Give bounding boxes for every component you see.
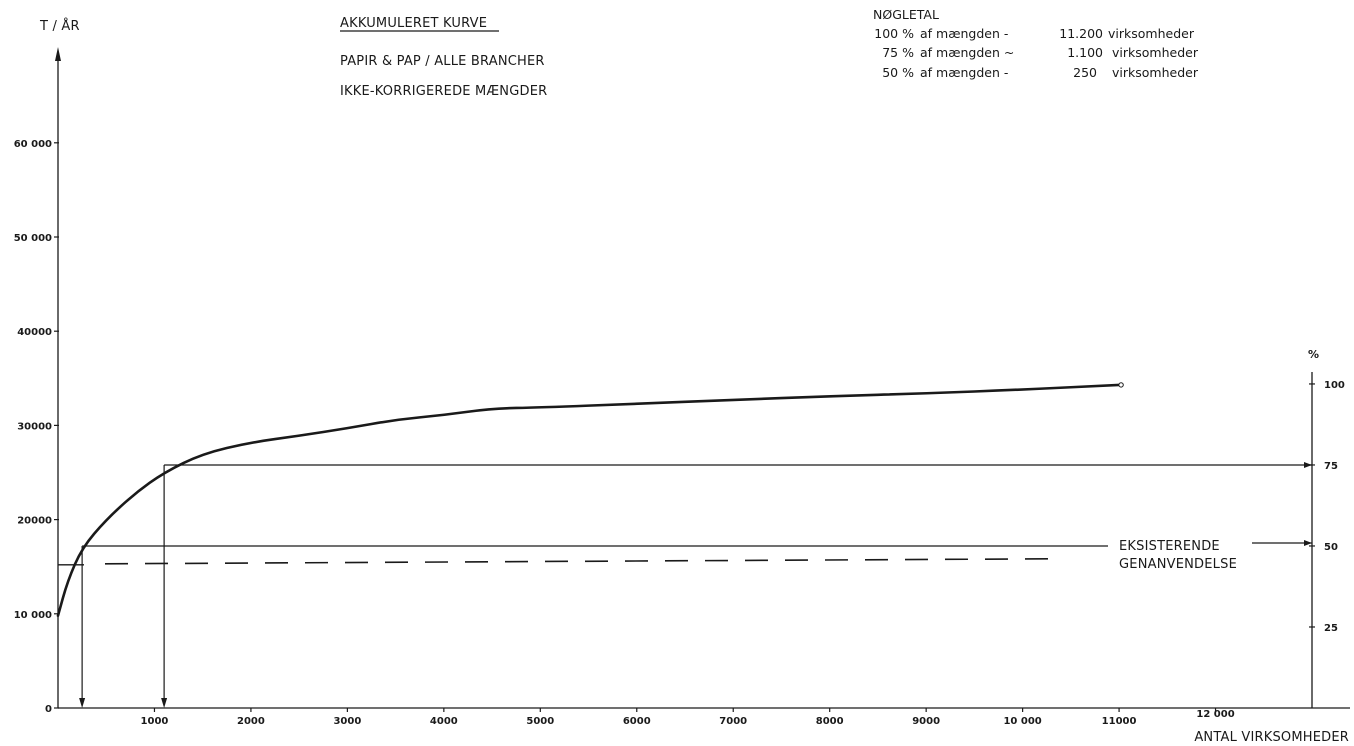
y-tick-label: 10 000 <box>14 610 52 621</box>
x-tick-label: 2000 <box>237 716 265 727</box>
chart-title: AKKUMULERET KURVE <box>340 16 487 31</box>
drop-line-arrow <box>161 698 168 708</box>
reference-arrow-75 <box>1304 461 1312 468</box>
y-axis-arrow <box>55 47 61 61</box>
right-tick-label: 50 <box>1324 542 1338 553</box>
key-figure-unit: virksomheder <box>1108 26 1195 41</box>
y-tick-label: 20000 <box>17 516 52 527</box>
x-tick-label: 1000 <box>141 716 169 727</box>
x-tick-label: 6000 <box>623 716 651 727</box>
x-tick-label: 4000 <box>430 716 458 727</box>
chart-subtitle-line-1: PAPIR & PAP / ALLE BRANCHER <box>340 54 545 69</box>
reference-arrow-50 <box>1304 539 1312 546</box>
key-figure-unit: virksomheder <box>1112 65 1199 80</box>
x-axis-label: ANTAL VIRKSOMHEDER <box>1194 730 1349 745</box>
right-tick-label: 25 <box>1324 623 1338 634</box>
key-figures-heading: NØGLETAL <box>873 7 939 22</box>
key-figure-count: 1.100 <box>1067 45 1103 60</box>
key-figure-row: 75 % af mængden ~ 1.100 virksomheder <box>882 45 1199 60</box>
x-tick-label: 10 000 <box>1003 716 1041 727</box>
x-tick-label: 7000 <box>719 716 747 727</box>
x-tick-label: 3000 <box>333 716 361 727</box>
key-figure-percent: 100 % <box>874 26 914 41</box>
plot-area: 1000 2000 3000 4000 5000 6000 7000 8000 9000 10 0… <box>14 47 1350 727</box>
key-figure-percent: 50 % <box>882 65 914 80</box>
key-figure-text: af mængden - <box>920 65 1008 80</box>
right-tick-label: 75 <box>1324 461 1338 472</box>
y-tick-label: 0 <box>45 704 52 715</box>
y-axis-label: T / ÅR <box>39 18 80 34</box>
key-figure-text: af mængden ~ <box>920 45 1014 60</box>
chart-subtitle-line-2: IKKE-KORRIGEREDE MÆNGDER <box>340 84 547 99</box>
key-figure-count: 11.200 <box>1059 26 1103 41</box>
annotation-line-2: GENANVENDELSE <box>1119 557 1237 572</box>
right-tick-label: 100 <box>1324 380 1345 391</box>
annotation-line-1: EKSISTERENDE <box>1119 539 1220 554</box>
drop-line-arrow <box>79 698 86 708</box>
key-figure-text: af mængden - <box>920 26 1008 41</box>
y-tick-label: 60 000 <box>14 139 52 150</box>
y-tick-label: 30000 <box>17 421 52 432</box>
cumulative-curve <box>56 383 1121 617</box>
key-figure-unit: virksomheder <box>1112 45 1199 60</box>
y-tick-label: 40000 <box>17 327 52 338</box>
key-figure-percent: 75 % <box>882 45 914 60</box>
key-figure-row: 100 % af mængden - 11.200 virksomheder <box>874 26 1195 41</box>
key-figures: NØGLETAL 100 % af mængden - 11.200 virks… <box>873 7 1199 80</box>
x-tick-label: 11000 <box>1102 716 1137 727</box>
x-tick-label: 8000 <box>816 716 844 727</box>
right-axis-label: % <box>1308 348 1319 361</box>
key-figure-count: 250 <box>1073 65 1097 80</box>
x-tick-label: 9000 <box>912 716 940 727</box>
key-figure-row: 50 % af mængden - 250 virksomheder <box>882 65 1199 80</box>
curve-end-marker <box>1118 382 1124 388</box>
x-tick-label: 5000 <box>526 716 554 727</box>
x-tick-label: 12 000 <box>1196 709 1234 720</box>
y-tick-label: 50 000 <box>14 233 52 244</box>
dashed-reference-line <box>104 558 1049 565</box>
